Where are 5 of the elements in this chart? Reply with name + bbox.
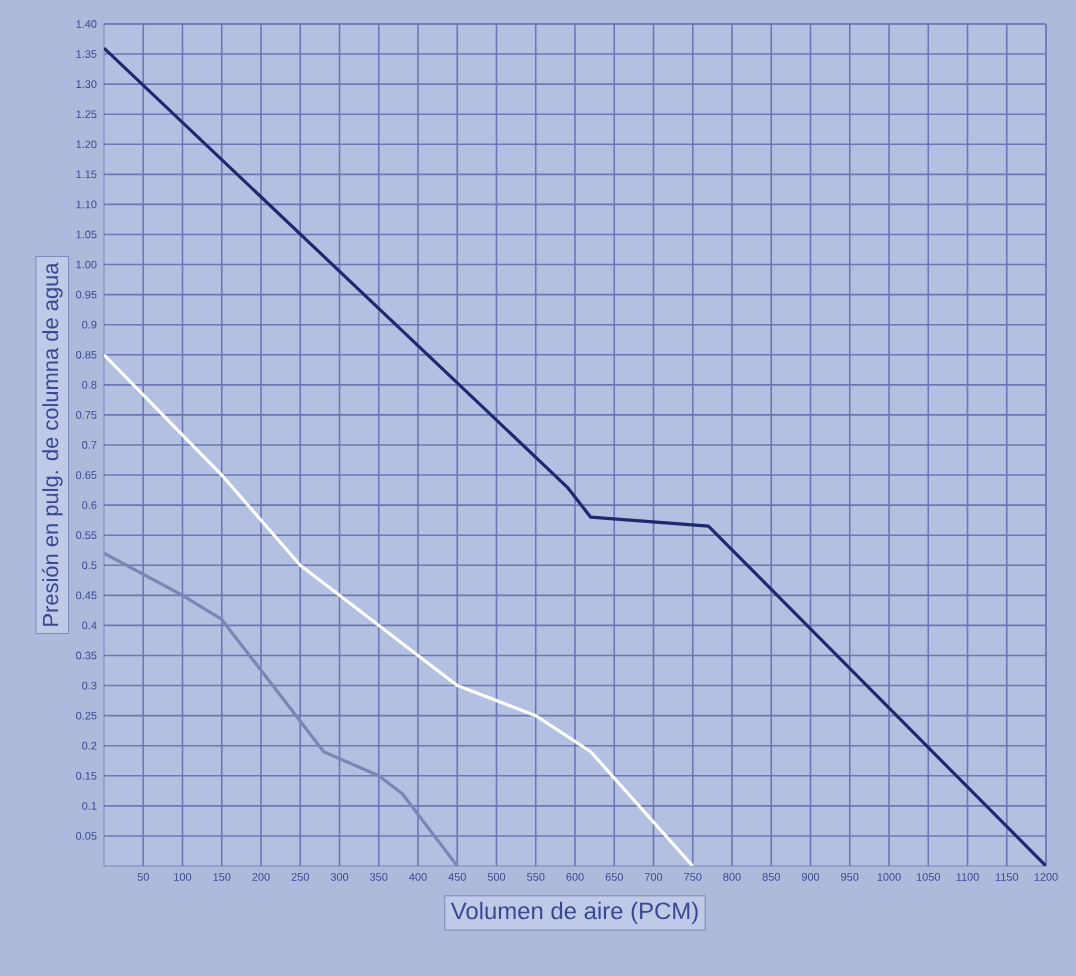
line-series [104,551,459,866]
y-axis-title: Presión en pulg. de columna de agua [41,262,63,626]
line-series [104,353,695,866]
line-series [104,46,1047,866]
x-axis-title: Volumen de aire (PCM) [450,901,698,925]
